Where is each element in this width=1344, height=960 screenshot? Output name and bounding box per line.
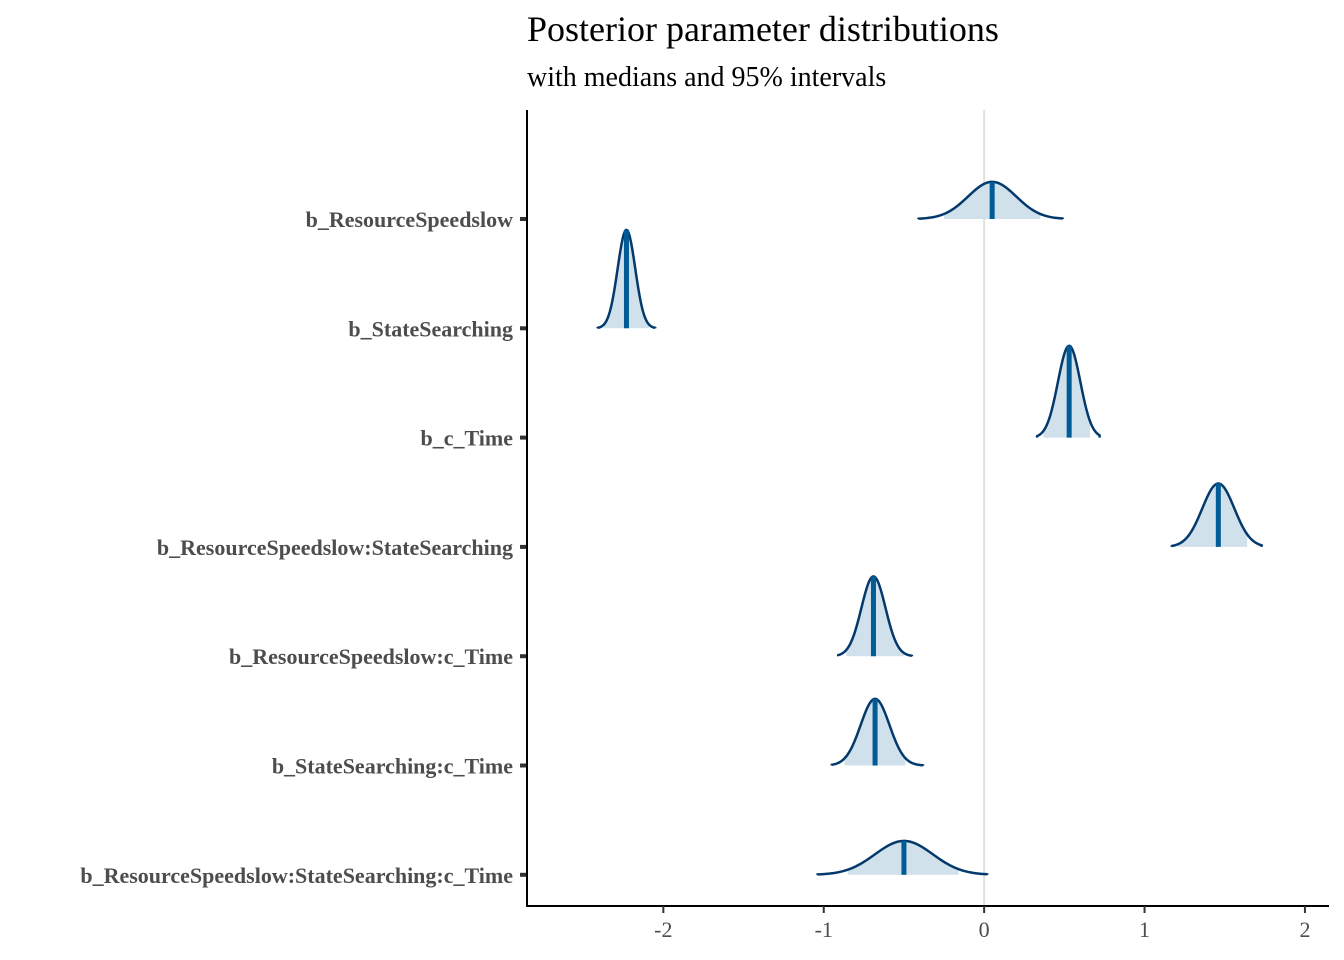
x-tick-label-1: -2	[654, 917, 672, 942]
plot-area: b_ResourceSpeedslow b_StateSearching b_c_T…	[80, 110, 1329, 942]
y-tick-label-6: b_StateSearching:c_Time	[272, 754, 513, 779]
x-tick-label-3: 0	[979, 917, 990, 942]
chart-title: Posterior parameter distributions	[527, 9, 999, 49]
y-tick-label-5: b_ResourceSpeedslow:c_Time	[229, 644, 513, 669]
x-tick-label-4: 1	[1139, 917, 1150, 942]
chart-subtitle: with medians and 95% intervals	[527, 62, 886, 93]
y-tick-label-3: b_c_Time	[421, 426, 514, 451]
y-tick-label-1: b_ResourceSpeedslow	[306, 207, 513, 232]
y-tick-label-2: b_StateSearching	[348, 316, 513, 341]
y-tick-label-7: b_ResourceSpeedslow:StateSearching:c_Tim…	[80, 863, 513, 888]
y-tick-label-4: b_ResourceSpeedslow:StateSearching	[157, 535, 513, 560]
x-tick-label-2: -1	[815, 917, 833, 942]
x-tick-label-5: 2	[1299, 917, 1310, 942]
